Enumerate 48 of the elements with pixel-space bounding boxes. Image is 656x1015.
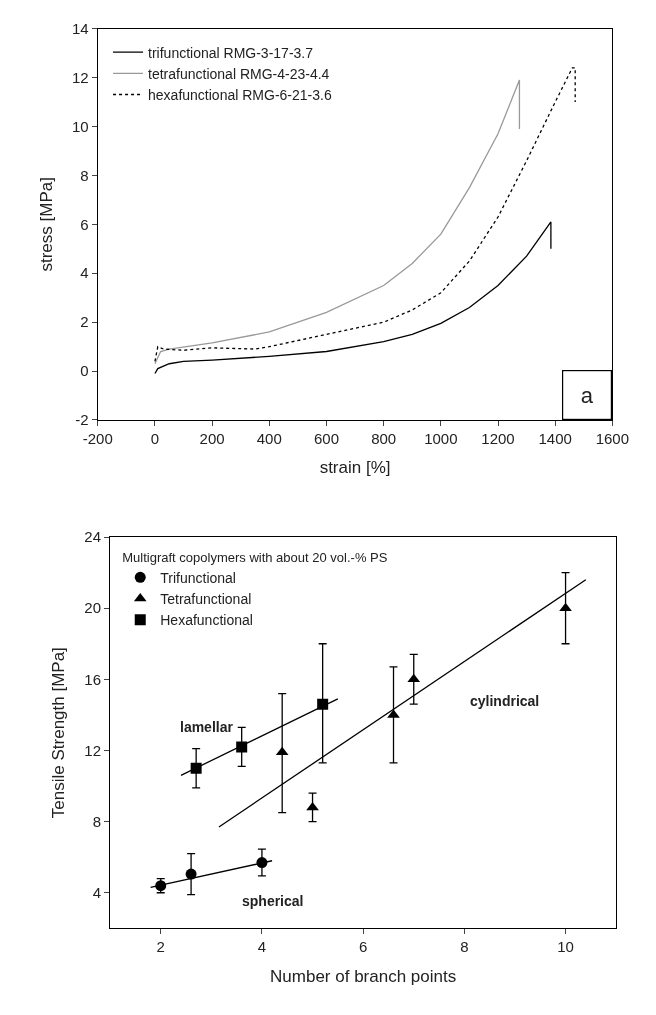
x-tick-label: -200 xyxy=(82,430,113,448)
x-tick-label: 800 xyxy=(371,430,397,448)
y-tick-label: 12 xyxy=(71,68,89,86)
legend-label: Hexafunctional xyxy=(160,612,253,629)
point xyxy=(306,801,319,811)
y-tick-label: 2 xyxy=(80,313,89,331)
x-tick-label: 1400 xyxy=(538,430,572,448)
y-tick-label: 10 xyxy=(71,117,89,135)
x-axis-title: strain [%] xyxy=(319,458,391,478)
x-tick-label: 10 xyxy=(557,938,574,956)
x-tick-label: 600 xyxy=(313,430,339,448)
x-tick-label: 0 xyxy=(150,430,160,448)
legend-label: Trifunctional xyxy=(160,569,236,586)
y-tick-label: 6 xyxy=(80,215,89,233)
legend-label: trifunctional RMG-3-17-3.7 xyxy=(148,44,314,61)
x-tick-label: 6 xyxy=(358,938,368,956)
legend-title: Multigraft copolymers with about 20 vol.-% PS xyxy=(122,549,388,565)
legend-label: Tetrafunctional xyxy=(160,590,252,607)
y-tick-label: 12 xyxy=(84,741,102,759)
annotation: a xyxy=(580,382,594,408)
annotation: spherical xyxy=(242,893,304,909)
y-tick-label: -2 xyxy=(75,411,89,429)
x-tick-label: 2 xyxy=(156,938,165,956)
y-tick-label: 4 xyxy=(92,884,102,902)
y-tick-label: 8 xyxy=(92,812,102,830)
x-tick-label: 1000 xyxy=(424,430,458,448)
annotation: lamellar xyxy=(180,719,234,735)
x-tick-label: 1600 xyxy=(595,430,630,448)
x-tick-label: 8 xyxy=(460,938,469,956)
annotation: cylindrical xyxy=(470,693,540,709)
x-tick-label: 4 xyxy=(257,938,267,956)
x-axis-title: Number of branch points xyxy=(270,966,457,986)
y-tick-label: 20 xyxy=(84,599,102,617)
y-tick-label: 24 xyxy=(84,528,102,546)
y-tick-label: 16 xyxy=(84,670,102,688)
point xyxy=(407,673,421,683)
y-tick-label: 8 xyxy=(80,166,89,184)
x-tick-label: 200 xyxy=(199,430,225,448)
x-tick-label: 400 xyxy=(256,430,282,448)
y-axis-title: stress [MPa] xyxy=(36,177,56,272)
y-tick-label: 0 xyxy=(80,362,89,380)
x-tick-label: 1200 xyxy=(481,430,515,448)
y-tick-label: 14 xyxy=(71,19,89,37)
y-tick-label: 4 xyxy=(80,264,89,282)
line-series xyxy=(154,221,552,375)
legend-label: hexafunctional RMG-6-21-3.6 xyxy=(148,86,332,103)
y-axis-title: Tensile Strength [MPa] xyxy=(48,647,68,819)
legend-label: tetrafunctional RMG-4-23-4.4 xyxy=(148,65,330,82)
